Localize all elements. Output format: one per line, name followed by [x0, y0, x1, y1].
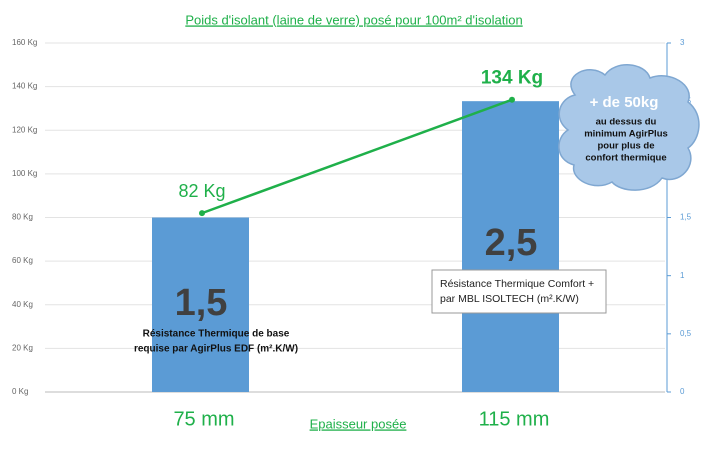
x-tick-label: 115 mm: [479, 408, 550, 430]
y2-tick-label: 0: [680, 387, 685, 396]
bar: [462, 101, 559, 393]
y-tick-label: 20 Kg: [12, 343, 33, 352]
x-tick-label: 75 mm: [173, 408, 234, 430]
y2-tick-label: 1,5: [680, 213, 692, 222]
y-tick-label: 120 Kg: [12, 125, 37, 134]
cloud: [558, 64, 700, 191]
line: [201, 98, 513, 215]
y2-tick-label: 0,5: [680, 329, 692, 338]
line-value-label: 134 Kg: [481, 68, 543, 89]
bar-value-label: 1,5: [175, 282, 228, 324]
cloud-title: + de 50kg: [590, 94, 659, 111]
line-value-label: 82 Kg: [178, 181, 225, 201]
y2-tick-label: 3: [680, 38, 685, 47]
y-tick-label: 160 Kg: [12, 38, 37, 47]
bar-value-label: 2,5: [485, 222, 538, 264]
cloud-text: confort thermique: [585, 153, 666, 164]
bar: [152, 217, 249, 392]
note-box: [431, 269, 607, 314]
line-point: [509, 96, 515, 103]
y-tick-label: 140 Kg: [12, 82, 37, 91]
y2-tick-label: 1: [680, 271, 685, 280]
x-axis-label: Epaisseur posée: [310, 416, 407, 431]
bar-note: par MBL ISOLTECH (m².K/W): [440, 293, 579, 305]
cloud-text: pour plus de: [598, 141, 655, 152]
y-tick-label: 100 Kg: [12, 169, 37, 178]
y-tick-label: 0 Kg: [12, 387, 28, 396]
cloud-text: au dessus du: [596, 117, 657, 128]
line-point: [199, 210, 205, 217]
bar-note: requise par AgirPlus EDF (m².K/W): [134, 344, 298, 355]
y-tick-label: 80 Kg: [12, 213, 33, 222]
cloud-text: minimum AgirPlus: [584, 129, 668, 140]
bar-note: Résistance Thermique Comfort +: [440, 278, 594, 290]
y-tick-label: 40 Kg: [12, 300, 33, 309]
bar-note: Résistance Thermique de base: [143, 329, 290, 340]
y-tick-label: 60 Kg: [12, 256, 33, 265]
chart-title: Poids d'isolant (laine de verre) posé po…: [185, 12, 522, 27]
